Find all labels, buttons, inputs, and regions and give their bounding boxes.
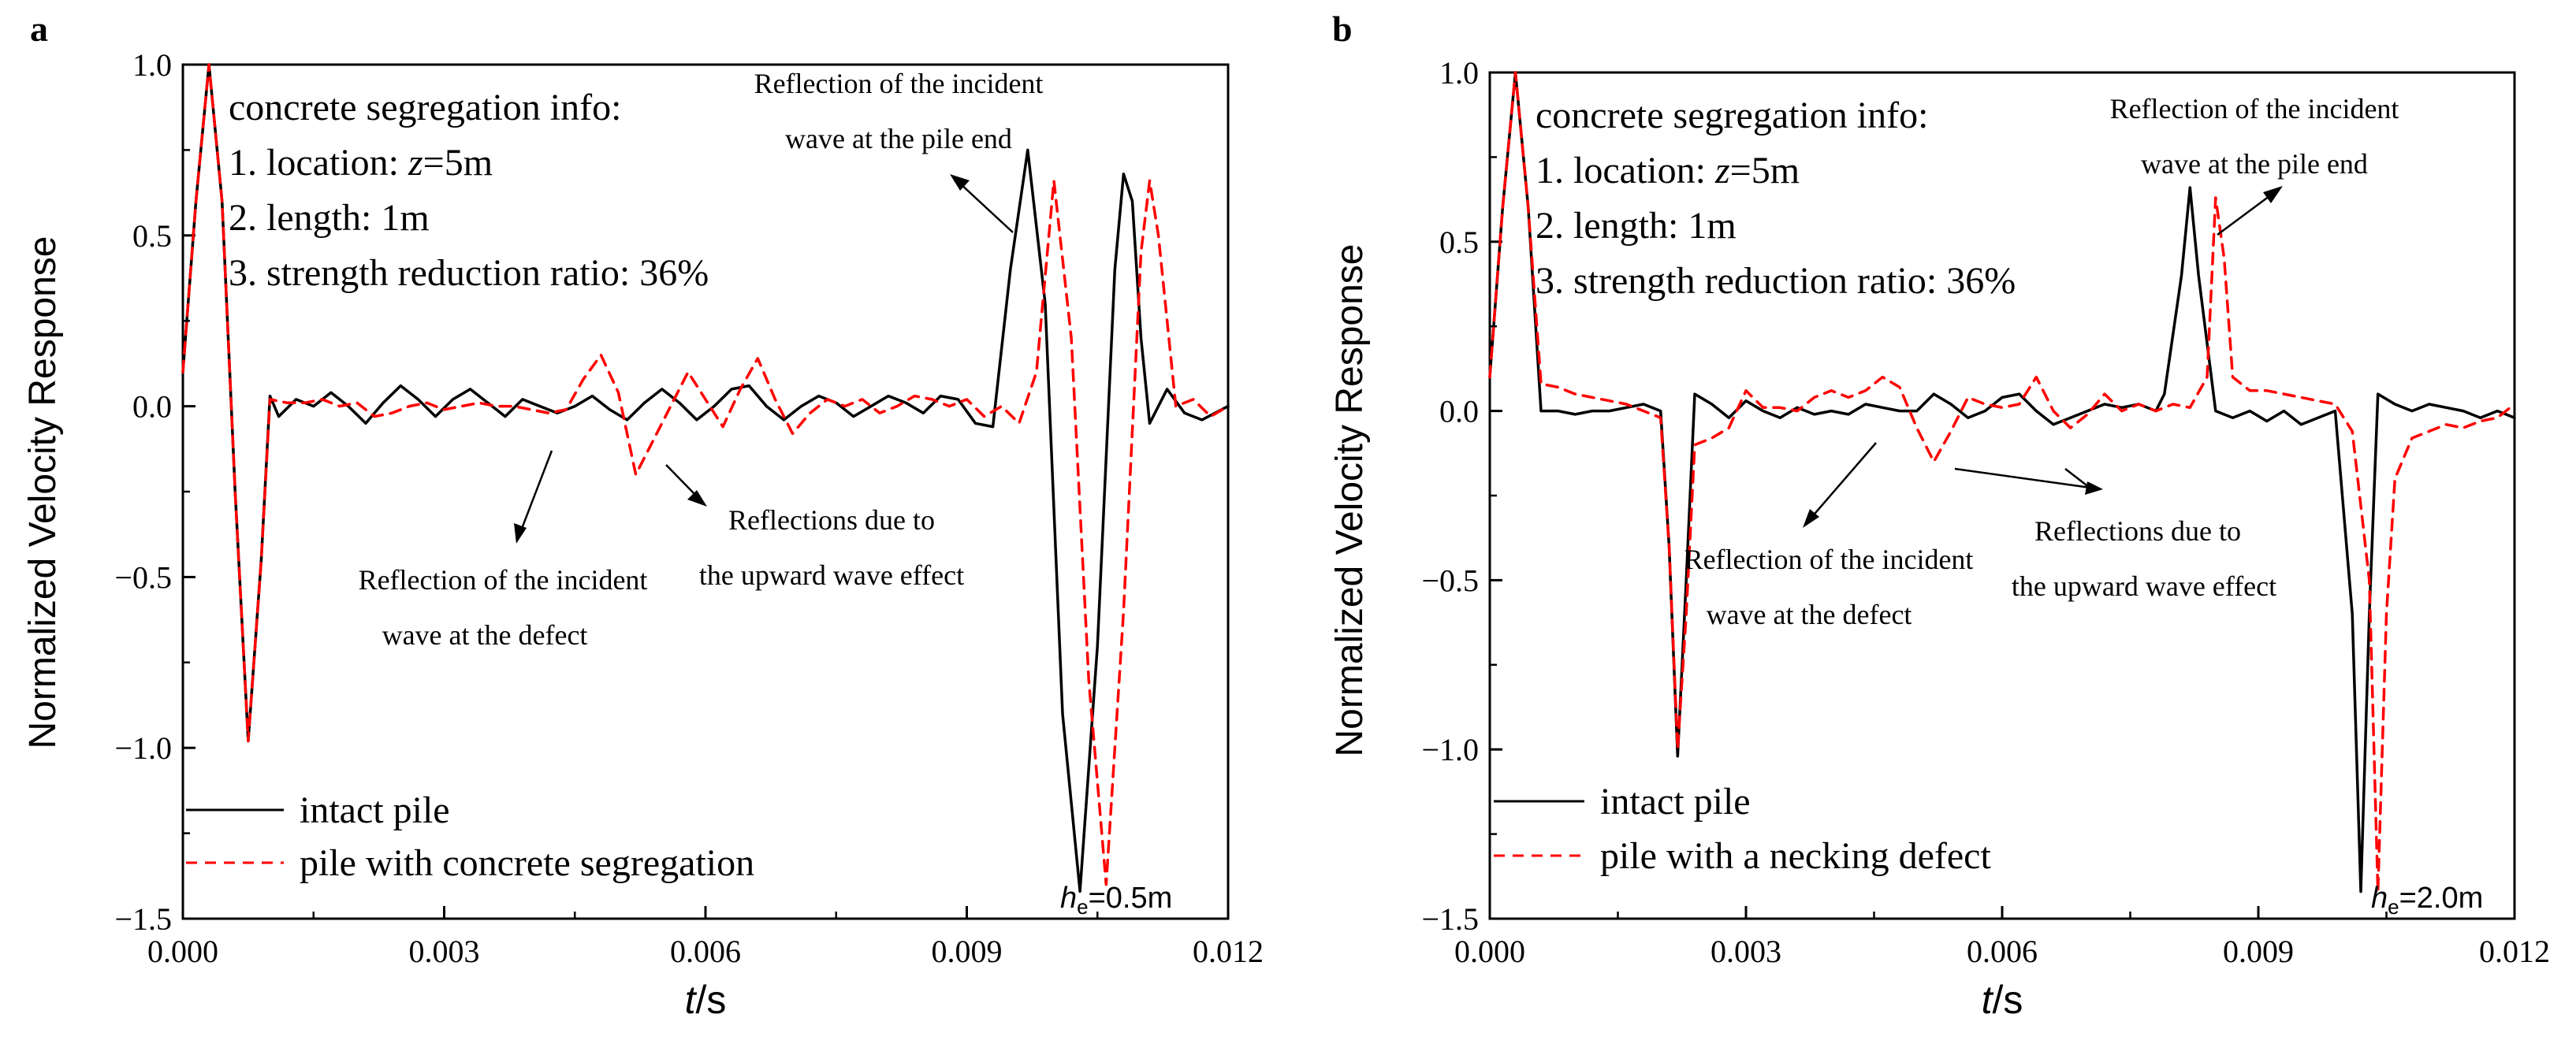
- arrow-pile-end-a: [959, 182, 1014, 233]
- arrows-a: [514, 174, 1014, 544]
- x-axis-label-a: t/s: [685, 978, 727, 1022]
- legend-label-defect-b: pile with a necking defect: [1600, 835, 1991, 877]
- info-line-a-1: 1. location: z=5m: [229, 142, 493, 184]
- annotation-defect-b: Reflection of the incident wave at the d…: [1684, 544, 1974, 630]
- x-tick-label-b-2: 0.006: [1967, 934, 2038, 969]
- x-tick-label-b-3: 0.009: [2223, 934, 2294, 969]
- panel-label-b: b: [1332, 9, 1353, 49]
- info-box-b: concrete segregation info: 1. location: …: [1536, 95, 2016, 302]
- legend-label-intact-a: intact pile: [300, 789, 450, 831]
- x-tick-label-a-4: 0.012: [1193, 934, 1264, 969]
- info-line-b-2: 2. length: 1m: [1536, 205, 1737, 247]
- series-group-a: [181, 63, 1230, 893]
- x-tick-label-a-2: 0.006: [670, 934, 741, 969]
- y-tick-label-b-5: −1.5: [1421, 901, 1479, 937]
- annotation-defect-a-line-2: wave at the defect: [382, 619, 588, 651]
- y-axis-label-b: Normalized Velocity Response: [1329, 244, 1371, 757]
- arrow-upward-b-1: [1954, 467, 2091, 489]
- annotation-pile-end-a: Reflection of the incident wave at the p…: [754, 68, 1044, 154]
- y-tick-label-b-1: 0.5: [1439, 225, 1479, 260]
- y-tick-label-a-5: −1.5: [114, 901, 172, 937]
- y-tick-label-a-4: −1.0: [114, 730, 172, 766]
- y-tick-label-a-3: −0.5: [114, 559, 172, 595]
- x-tick-label-a-1: 0.003: [409, 934, 480, 969]
- x-axis-label-b: t/s: [1982, 978, 2023, 1022]
- info-line-b-1: 1. location: z=5m: [1536, 150, 1800, 191]
- annotation-pile-end-b: Reflection of the incident wave at the p…: [2110, 93, 2399, 180]
- annotation-upward-b: Reflections due to the upward wave effec…: [2012, 515, 2276, 602]
- annotation-upward-b-line-1: Reflections due to: [2034, 515, 2241, 547]
- x-tick-label-b-0: 0.000: [1454, 934, 1525, 969]
- he-label-b: he=2.0m: [2371, 882, 2483, 919]
- info-box-a: concrete segregation info: 1. location: …: [229, 87, 709, 294]
- arrowhead-upward-a: [687, 490, 707, 507]
- annotation-defect-b-line-1: Reflection of the incident: [1684, 544, 1974, 575]
- series-line-b-1: [1488, 71, 2516, 893]
- y-tick-label-a-0: 1.0: [132, 47, 172, 83]
- arrowhead-pile-end-b: [2263, 186, 2283, 203]
- panel-a: a Normalized Velocity Response 0.000 0.00…: [22, 9, 1264, 1022]
- legend-b: intact pile pile with a necking defect: [1494, 781, 1991, 877]
- arrowhead-defect-b: [1803, 509, 1819, 528]
- info-line-a-2: 2. length: 1m: [229, 197, 430, 239]
- info-line-b-3: 3. strength reduction ratio: 36%: [1536, 260, 2016, 302]
- annotation-pile-end-a-line-2: wave at the pile end: [785, 123, 1012, 154]
- arrowhead-upward-b-1: [2085, 481, 2103, 495]
- plot-area-a: 0.000 0.003 0.006 0.009 0.012 1.0 0.5 0.0 −0.5 −1…: [114, 47, 1264, 969]
- y-tick-label-b-4: −1.0: [1421, 732, 1479, 767]
- arrow-upward-b-2: [2064, 468, 2094, 491]
- annotation-upward-b-line-2: the upward wave effect: [2012, 570, 2276, 602]
- series-line-a-1: [181, 63, 1230, 886]
- series-line-a-0: [181, 63, 1230, 893]
- annotation-pile-end-b-line-1: Reflection of the incident: [2110, 93, 2399, 124]
- y-tick-label-b-0: 1.0: [1439, 55, 1479, 91]
- legend-a: intact pile pile with concrete segregati…: [186, 789, 754, 884]
- series-group-b: [1488, 71, 2516, 893]
- info-line-a-0: concrete segregation info:: [229, 87, 621, 128]
- arrow-defect-b: [1810, 442, 1877, 519]
- annotation-defect-b-line-2: wave at the defect: [1707, 599, 1912, 630]
- x-tick-label-a-0: 0.000: [147, 934, 218, 969]
- panel-label-a: a: [30, 9, 48, 49]
- y-tick-label-a-2: 0.0: [132, 389, 172, 425]
- legend-label-defect-a: pile with concrete segregation: [300, 842, 754, 884]
- y-tick-label-b-2: 0.0: [1439, 394, 1479, 429]
- ticks-a: 0.000 0.003 0.006 0.009 0.012 1.0 0.5 0.0 −0.5 −1…: [114, 47, 1264, 969]
- arrowhead-pile-end-a: [950, 174, 970, 191]
- y-axis-label-a: Normalized Velocity Response: [22, 236, 64, 749]
- annotation-upward-a-line-2: the upward wave effect: [699, 559, 964, 591]
- arrows-b: [1803, 186, 2283, 528]
- series-line-b-0: [1488, 71, 2516, 893]
- panel-b: b Normalized Velocity Response 0.000 0.00…: [1329, 9, 2550, 1022]
- annotation-defect-a: Reflection of the incident wave at the d…: [359, 564, 648, 651]
- info-line-a-3: 3. strength reduction ratio: 36%: [229, 252, 709, 294]
- x-tick-label-b-4: 0.012: [2479, 934, 2550, 969]
- arrow-upward-a: [665, 464, 699, 499]
- annotation-upward-a: Reflections due to the upward wave effec…: [699, 504, 964, 591]
- x-tick-label-a-3: 0.009: [932, 934, 1003, 969]
- x-tick-label-b-1: 0.003: [1711, 934, 1781, 969]
- annotation-pile-end-b-line-2: wave at the pile end: [2141, 148, 2368, 180]
- he-label-a: he=0.5m: [1060, 882, 1172, 919]
- legend-label-intact-b: intact pile: [1600, 781, 1751, 823]
- annotation-upward-a-line-1: Reflections due to: [728, 504, 935, 536]
- plot-area-b: 0.000 0.003 0.006 0.009 0.012 1.0 0.5 0.0 −0.5 −1…: [1421, 55, 2550, 969]
- ticks-b: 0.000 0.003 0.006 0.009 0.012 1.0 0.5 0.0 −0.5 −1…: [1421, 55, 2550, 969]
- info-line-b-0: concrete segregation info:: [1536, 95, 1928, 136]
- annotation-pile-end-a-line-1: Reflection of the incident: [754, 68, 1044, 99]
- arrow-defect-a: [519, 450, 553, 533]
- annotation-defect-a-line-1: Reflection of the incident: [359, 564, 648, 596]
- arrowhead-defect-a: [514, 523, 527, 544]
- y-tick-label-a-1: 0.5: [132, 218, 172, 254]
- arrow-pile-end-b: [2217, 192, 2273, 236]
- y-tick-label-b-3: −0.5: [1421, 563, 1479, 598]
